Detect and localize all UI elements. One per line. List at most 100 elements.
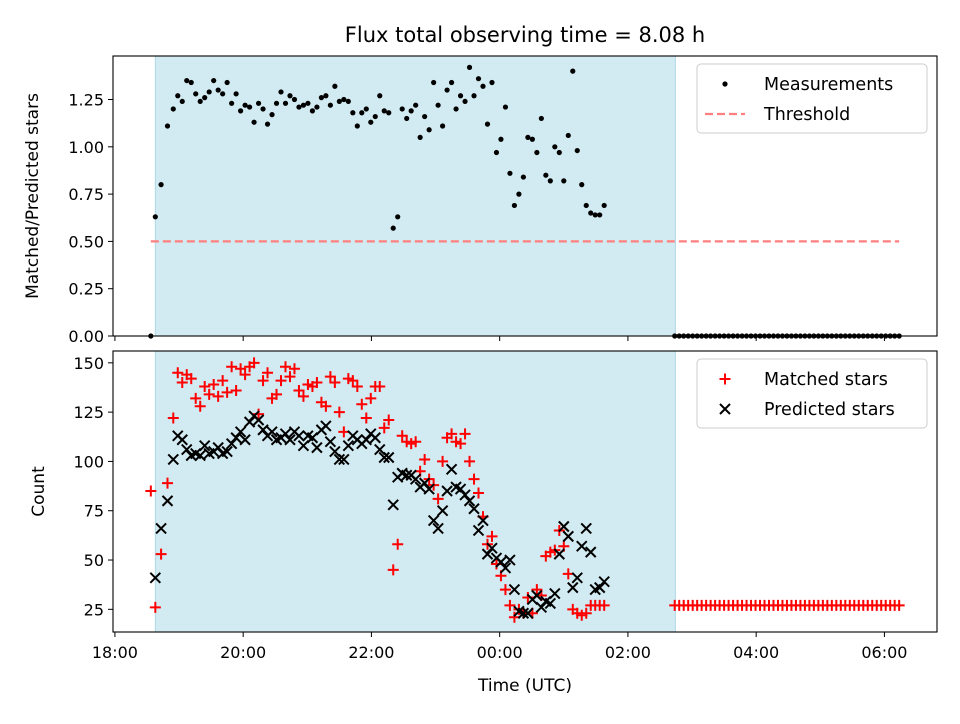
measurement-point <box>475 76 482 82</box>
chart-title: Flux total observing time = 8.08 h <box>345 23 705 47</box>
measurement-point <box>538 115 544 122</box>
predicted-star-point <box>432 522 444 535</box>
predicted-star-point <box>198 439 211 452</box>
predicted-star-point <box>441 485 453 497</box>
measurement-point <box>561 178 567 184</box>
matched-star-point <box>190 392 202 404</box>
measurement-point <box>260 106 266 112</box>
matched-star-point <box>230 384 242 396</box>
predicted-star-point <box>472 524 485 537</box>
measurement-point <box>422 113 428 120</box>
matched-star-point <box>347 375 359 387</box>
measurement-point <box>269 112 275 118</box>
matched-star-point <box>279 361 291 373</box>
measurement-point <box>534 149 540 156</box>
measurement-point <box>507 170 513 176</box>
matched-star-point <box>446 428 458 440</box>
measurement-point <box>466 64 473 70</box>
panel-bottom: 25 50 75 100 125 150 18:00 20:00 22:00 00:00 02:00… <box>29 350 938 662</box>
matched-star-point <box>275 375 287 387</box>
measurement-point <box>314 104 320 110</box>
matched-star-point <box>893 599 905 611</box>
measurement-point <box>354 123 360 129</box>
measurement-point <box>188 79 194 86</box>
matched-star-point <box>217 375 229 387</box>
predicted-star-point <box>234 426 247 438</box>
measurement-point <box>444 87 450 93</box>
measurement-point <box>273 100 280 106</box>
measurement-point <box>264 121 271 127</box>
predicted-star-point <box>522 607 534 619</box>
predicted-star-point <box>320 420 332 432</box>
predicted-star-point <box>239 434 251 446</box>
legend-bottom: Matched stars Predicted stars <box>696 358 928 429</box>
measurement-point <box>291 96 298 103</box>
y-tick-label-bottom: 75 <box>84 502 104 521</box>
measurement-point <box>502 104 509 110</box>
y-tick-label-top: 0.25 <box>68 280 104 299</box>
plot-frame-top <box>112 55 938 337</box>
measurement-point <box>345 98 351 105</box>
measurement-point <box>287 93 293 99</box>
measurement-point <box>323 93 329 99</box>
x-axis-label: Time (UTC) <box>477 676 572 696</box>
legend-top: Measurements Threshold <box>696 63 928 134</box>
measurement-point <box>399 106 405 112</box>
matched-star-point <box>212 390 224 402</box>
predicted-star-point <box>499 562 512 574</box>
predicted-star-point <box>387 499 399 511</box>
x-tick-label: 06:00 <box>861 643 907 662</box>
measurement-point <box>480 83 486 89</box>
predicted-star-point <box>418 477 431 489</box>
matched-star-point <box>437 455 449 467</box>
predicted-star-point <box>436 505 449 517</box>
measurement-point <box>282 100 289 106</box>
predicted-star-point <box>266 426 278 438</box>
matched-star-point <box>504 599 516 611</box>
measurement-point <box>570 68 576 74</box>
matched-star-point <box>208 379 220 391</box>
predicted-star-point <box>481 548 494 560</box>
matched-star-point <box>155 548 167 560</box>
measurement-point <box>556 149 562 156</box>
matched-star-point <box>271 388 283 400</box>
predicted-star-point <box>230 432 242 444</box>
predicted-star-point <box>535 601 548 614</box>
predicted-star-point <box>571 572 583 584</box>
legend-swatch <box>719 373 731 385</box>
matched-star-point <box>167 412 179 424</box>
measurement-point <box>341 96 347 103</box>
measurement-point <box>350 110 356 116</box>
matched-star-point <box>356 398 368 410</box>
measurement-point <box>390 225 396 231</box>
measurement-point <box>215 87 221 93</box>
matched-star-point <box>329 377 341 389</box>
measurement-point <box>547 178 553 184</box>
measurement-point <box>462 98 468 105</box>
legend-box <box>696 358 928 429</box>
matched-star-point <box>248 357 260 369</box>
predicted-star-point <box>423 483 435 495</box>
y-tick-label-top: 0.00 <box>68 327 104 346</box>
matched-star-point <box>293 384 305 396</box>
predicted-star-point <box>585 546 597 558</box>
measurement-point <box>493 149 500 156</box>
matched-star-point <box>162 477 174 489</box>
measurement-point <box>408 108 414 114</box>
matched-star-point <box>221 386 233 398</box>
predicted-star-point <box>194 449 206 462</box>
measurement-point <box>448 79 455 86</box>
predicted-star-point <box>243 416 256 428</box>
matched-star-point <box>396 430 408 442</box>
predicted-star-point <box>360 434 372 446</box>
measurement-point <box>336 98 342 105</box>
predicted-star-point <box>342 439 355 452</box>
predicted-star-point <box>504 554 516 566</box>
matched-star-point <box>580 607 592 619</box>
measurement-point <box>175 93 181 99</box>
measurement-point <box>184 77 190 84</box>
measurement-point <box>363 106 369 112</box>
measurement-point <box>158 182 164 188</box>
x-tick-label: 02:00 <box>605 643 651 662</box>
